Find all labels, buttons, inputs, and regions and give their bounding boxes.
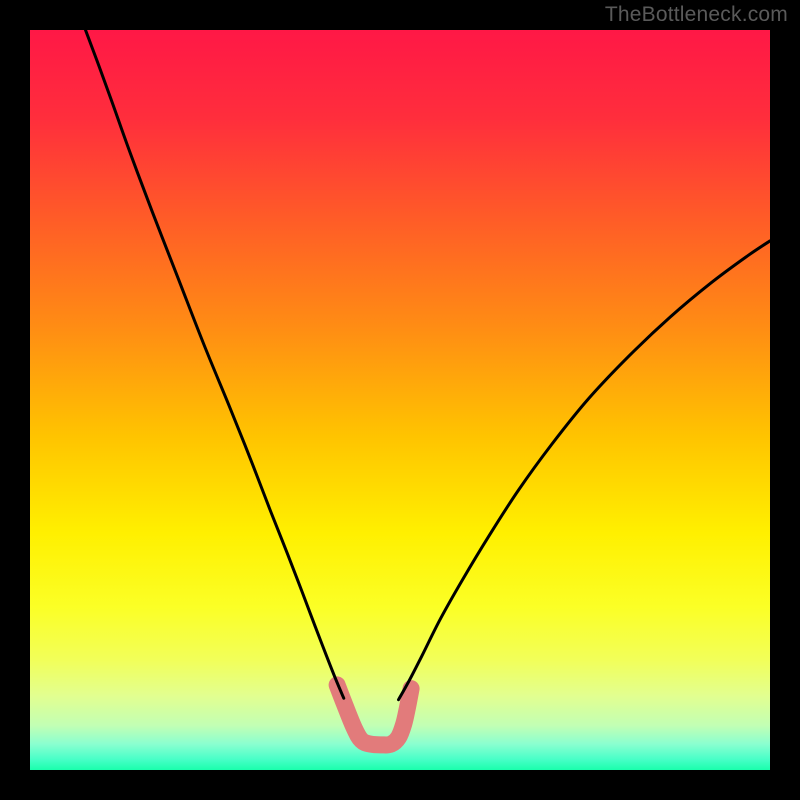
plot-area	[30, 30, 770, 770]
gradient-background	[30, 30, 770, 770]
watermark-text: TheBottleneck.com	[605, 3, 788, 27]
chart-frame: TheBottleneck.com	[0, 0, 800, 800]
plot-svg	[30, 30, 770, 770]
